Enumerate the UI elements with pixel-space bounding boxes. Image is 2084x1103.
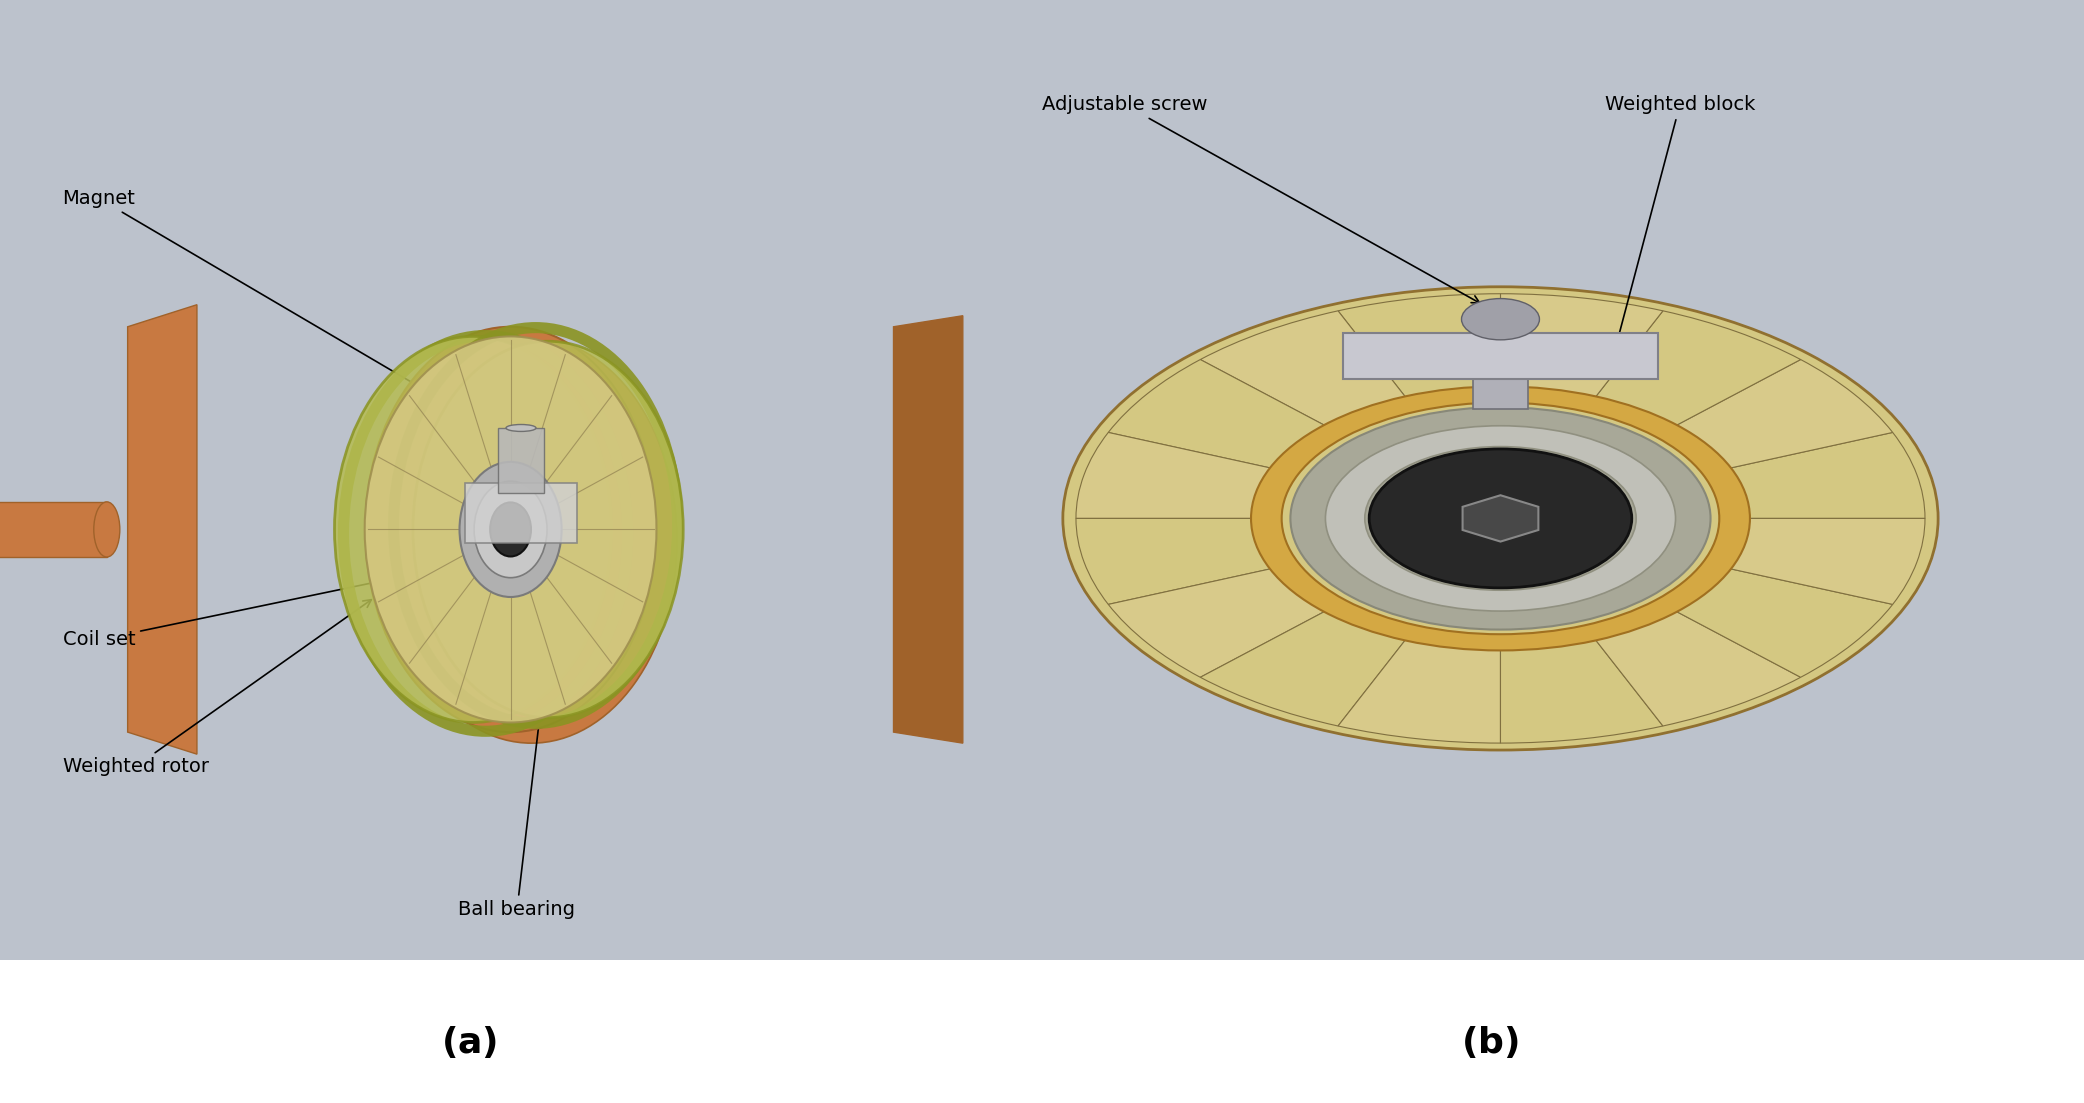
Polygon shape xyxy=(0,502,106,557)
Wedge shape xyxy=(1673,360,1892,469)
Wedge shape xyxy=(1500,293,1663,398)
Wedge shape xyxy=(1338,293,1500,398)
Wedge shape xyxy=(1109,568,1328,677)
Ellipse shape xyxy=(506,425,536,431)
Text: Coil set: Coil set xyxy=(63,557,486,650)
Wedge shape xyxy=(1075,518,1273,604)
Ellipse shape xyxy=(336,336,613,722)
FancyBboxPatch shape xyxy=(1473,317,1528,409)
Wedge shape xyxy=(1728,432,1926,518)
FancyBboxPatch shape xyxy=(465,483,577,543)
Ellipse shape xyxy=(458,462,561,597)
Text: Weighted rotor: Weighted rotor xyxy=(63,600,371,777)
Text: Weighted block: Weighted block xyxy=(1605,95,1755,345)
Wedge shape xyxy=(1338,639,1500,743)
Ellipse shape xyxy=(413,341,684,718)
Circle shape xyxy=(1369,449,1632,588)
Wedge shape xyxy=(1075,432,1273,518)
Wedge shape xyxy=(1594,311,1801,427)
FancyBboxPatch shape xyxy=(0,0,2084,971)
Circle shape xyxy=(1290,407,1711,630)
Text: Ball bearing: Ball bearing xyxy=(458,615,575,920)
Text: $\mathbf{(a)}$: $\mathbf{(a)}$ xyxy=(442,1025,496,1060)
Circle shape xyxy=(1063,287,1938,750)
Text: Magnet: Magnet xyxy=(63,189,454,407)
Ellipse shape xyxy=(490,502,531,556)
Ellipse shape xyxy=(386,338,677,743)
FancyBboxPatch shape xyxy=(0,960,2084,1103)
Polygon shape xyxy=(127,304,196,754)
Polygon shape xyxy=(1463,495,1538,542)
Ellipse shape xyxy=(94,502,119,557)
FancyBboxPatch shape xyxy=(498,428,544,493)
FancyBboxPatch shape xyxy=(1342,333,1657,379)
Ellipse shape xyxy=(365,336,656,722)
Wedge shape xyxy=(1200,311,1407,427)
Text: $\mathbf{(b)}$: $\mathbf{(b)}$ xyxy=(1461,1025,1519,1060)
Text: Adjustable screw: Adjustable screw xyxy=(1042,95,1480,303)
Ellipse shape xyxy=(475,481,546,578)
Wedge shape xyxy=(1594,610,1801,726)
Polygon shape xyxy=(894,315,963,743)
Wedge shape xyxy=(1200,610,1407,726)
Wedge shape xyxy=(1109,360,1328,469)
Wedge shape xyxy=(1728,518,1926,604)
Ellipse shape xyxy=(365,326,656,732)
Wedge shape xyxy=(1673,568,1892,677)
Wedge shape xyxy=(1500,639,1663,743)
Circle shape xyxy=(1461,299,1540,340)
